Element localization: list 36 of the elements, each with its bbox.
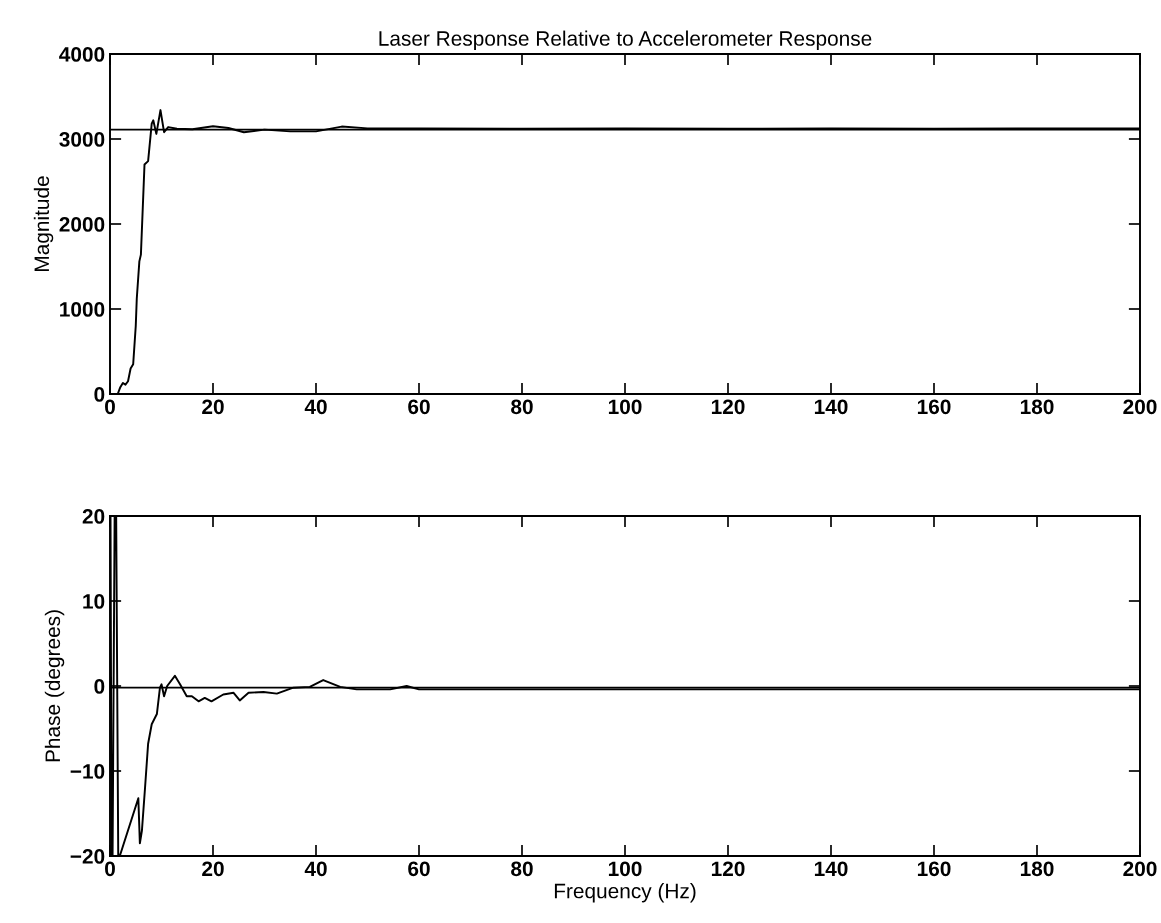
x-tick-label: 160 — [917, 861, 951, 877]
x-tick-label: 80 — [511, 399, 533, 415]
x-tick-label: 200 — [1123, 399, 1157, 415]
x-tick-label: 200 — [1123, 861, 1157, 877]
x-tick-label: 140 — [814, 861, 848, 877]
x-tick-label: 40 — [304, 399, 327, 415]
y-tick-label: 20 — [82, 509, 105, 524]
x-tick-label: 120 — [711, 861, 745, 877]
y-tick-label: −20 — [70, 849, 105, 864]
x-tick-label: 20 — [202, 399, 224, 415]
x-tick-label: 100 — [608, 861, 642, 877]
x-tick-label: 0 — [105, 861, 115, 877]
y-tick-label: 1000 — [60, 302, 105, 317]
x-axis-title: Frequency (Hz) — [554, 883, 696, 903]
x-tick-label: 40 — [304, 861, 327, 877]
x-tick-label: 180 — [1020, 861, 1054, 877]
x-tick-label: 20 — [202, 861, 224, 877]
x-tick-label: 60 — [408, 399, 430, 415]
x-tick-label: 0 — [105, 399, 115, 415]
y-axis-title: Phase (degrees) — [44, 610, 65, 762]
x-tick-label: 100 — [608, 399, 642, 415]
x-tick-label: 180 — [1020, 399, 1054, 415]
y-tick-label: 0 — [94, 387, 105, 402]
x-tick-label: 60 — [408, 861, 430, 877]
y-tick-label: 0 — [94, 679, 105, 694]
x-tick-label: 80 — [511, 861, 533, 877]
y-tick-label: 2000 — [59, 217, 105, 232]
y-tick-label: 3000 — [59, 132, 105, 147]
x-tick-label: 140 — [814, 399, 848, 415]
x-tick-label: 120 — [711, 399, 745, 415]
y-tick-label: 4000 — [59, 47, 105, 62]
y-axis-title: Magnitude — [33, 176, 54, 271]
x-tick-label: 160 — [917, 399, 951, 415]
y-tick-label: 10 — [83, 594, 105, 609]
chart-title: Laser Response Relative to Accelerometer Response — [379, 30, 872, 50]
y-tick-label: −10 — [70, 764, 105, 779]
